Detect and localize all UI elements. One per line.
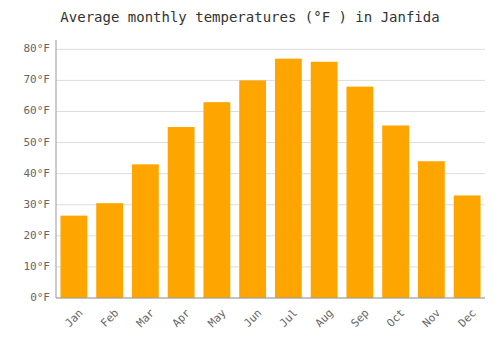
y-axis-labels: 0°F 10°F 20°F 30°F 40°F 50°F 60°F 70°F 80°F [24, 42, 51, 304]
x-tick-label: Jun [241, 307, 264, 330]
y-tick-label: 60°F [24, 104, 51, 117]
y-tick-label: 50°F [24, 136, 51, 149]
x-tick-label: Apr [170, 306, 194, 330]
chart-container: Average monthly temperatures (°F ) in Ja… [0, 0, 500, 350]
bar [132, 164, 159, 298]
y-tick-label: 70°F [24, 73, 51, 86]
bar [311, 62, 338, 298]
grid-line [56, 49, 485, 50]
x-tick-label: Jul [277, 307, 300, 330]
x-tick-label: Nov [420, 306, 444, 330]
x-axis-line [56, 298, 485, 299]
y-axis-line [56, 40, 57, 298]
x-tick-label: Oct [384, 307, 407, 330]
bar [239, 80, 266, 298]
bar [346, 87, 373, 298]
bar [275, 59, 302, 298]
bar [454, 195, 481, 298]
x-axis-labels: Jan Feb Mar Apr May Jun Jul Aug Sep Oct Nov Dec [62, 306, 478, 330]
chart-title: Average monthly temperatures (°F ) in Ja… [60, 9, 439, 25]
y-tick-label: 20°F [24, 229, 51, 242]
bar [60, 216, 87, 298]
y-tick-label: 30°F [24, 198, 51, 211]
grid-line [56, 298, 485, 299]
x-tick-label: Feb [98, 307, 121, 330]
y-tick-label: 80°F [24, 42, 51, 55]
chart-svg: Average monthly temperatures (°F ) in Ja… [0, 0, 500, 350]
y-tick-label: 40°F [24, 167, 51, 180]
grid-line [56, 80, 485, 81]
x-tick-label: Dec [456, 307, 479, 330]
bar [168, 127, 195, 298]
x-tick-label: Jan [62, 307, 85, 330]
grid-line [56, 142, 485, 143]
bar [418, 161, 445, 298]
bar [203, 102, 230, 298]
grid-line [56, 111, 485, 112]
bar [382, 125, 409, 298]
bar [96, 203, 123, 298]
grid [56, 49, 485, 298]
y-tick-label: 10°F [24, 260, 51, 273]
x-tick-label: Mar [134, 306, 158, 330]
x-tick-label: Aug [313, 307, 336, 330]
bars [60, 59, 480, 298]
y-tick-label: 0°F [30, 291, 50, 304]
x-tick-label: May [205, 306, 229, 330]
x-tick-label: Sep [348, 307, 371, 330]
